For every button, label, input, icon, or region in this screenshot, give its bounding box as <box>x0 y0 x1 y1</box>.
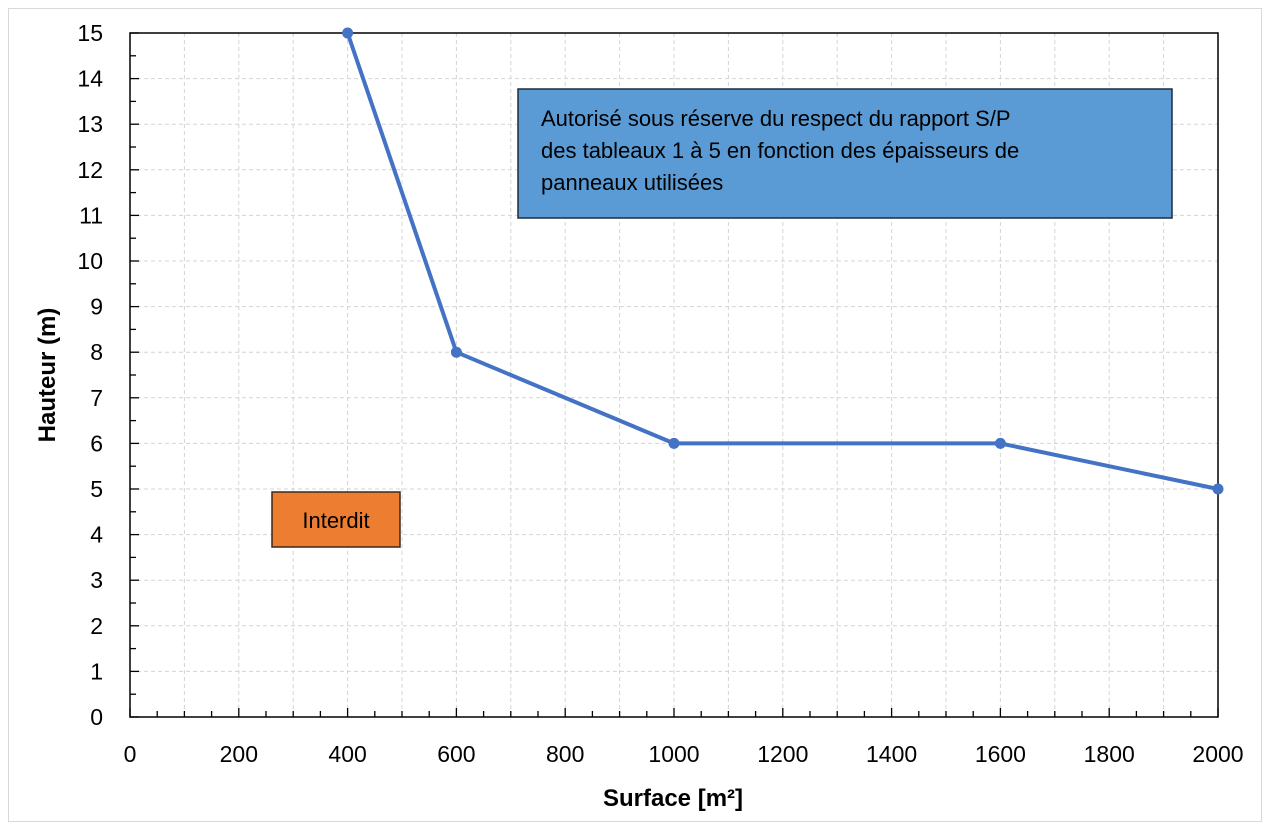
annotation-forbidden-label: Interdit <box>302 508 369 533</box>
annotation-allowed-line-2: des tableaux 1 à 5 en fonction des épais… <box>541 138 1019 163</box>
x-tick-label: 2000 <box>1192 741 1243 767</box>
y-tick-label: 4 <box>90 522 103 548</box>
annotation-allowed-background <box>517 88 1173 219</box>
y-axis-title: Hauteur (m) <box>34 308 61 443</box>
data-point <box>342 27 354 39</box>
x-tick-label: 200 <box>220 741 258 767</box>
annotation-forbidden-box: Interdit <box>271 491 401 548</box>
x-tick-label: 1000 <box>648 741 699 767</box>
y-tick-label: 14 <box>77 66 103 92</box>
data-point <box>1212 483 1224 495</box>
x-tick-label: 1400 <box>866 741 917 767</box>
annotation-allowed-line-1: Autorisé sous réserve du respect du rapp… <box>541 106 1011 131</box>
x-tick-label: 600 <box>437 741 475 767</box>
y-tick-label: 15 <box>77 20 103 46</box>
data-point <box>994 437 1006 449</box>
y-tick-label: 6 <box>90 430 103 456</box>
y-tick-label: 3 <box>90 567 103 593</box>
x-tick-label: 1200 <box>757 741 808 767</box>
annotation-allowed-line-3: panneaux utilisées <box>541 170 723 195</box>
y-tick-label: 11 <box>79 202 103 228</box>
y-tick-label: 8 <box>90 339 103 365</box>
x-tick-label: 800 <box>546 741 584 767</box>
data-point <box>450 346 462 358</box>
x-axis-title: Surface [m²] <box>603 785 743 812</box>
x-tick-label: 1800 <box>1084 741 1135 767</box>
y-tick-label: 7 <box>90 385 103 411</box>
y-tick-label: 10 <box>77 248 103 274</box>
data-point <box>668 437 680 449</box>
x-tick-label: 1600 <box>975 741 1026 767</box>
annotation-forbidden-background <box>271 491 401 548</box>
y-tick-label: 9 <box>90 294 103 320</box>
axis-layer: 0 200 400 600 800 1000 1200 1400 1600 1800 2000012… <box>77 20 1243 767</box>
annotation-allowed-box: Autorisé sous réserve du respect du rapp… <box>517 88 1173 219</box>
y-tick-label: 2 <box>90 613 103 639</box>
x-tick-label: 400 <box>328 741 366 767</box>
y-tick-label: 13 <box>77 111 103 137</box>
y-tick-label: 0 <box>90 704 103 730</box>
series-layer <box>342 27 1224 495</box>
y-tick-label: 1 <box>90 658 103 684</box>
y-tick-label: 5 <box>90 476 103 502</box>
x-tick-label: 0 <box>124 741 137 767</box>
y-tick-label: 12 <box>77 157 103 183</box>
